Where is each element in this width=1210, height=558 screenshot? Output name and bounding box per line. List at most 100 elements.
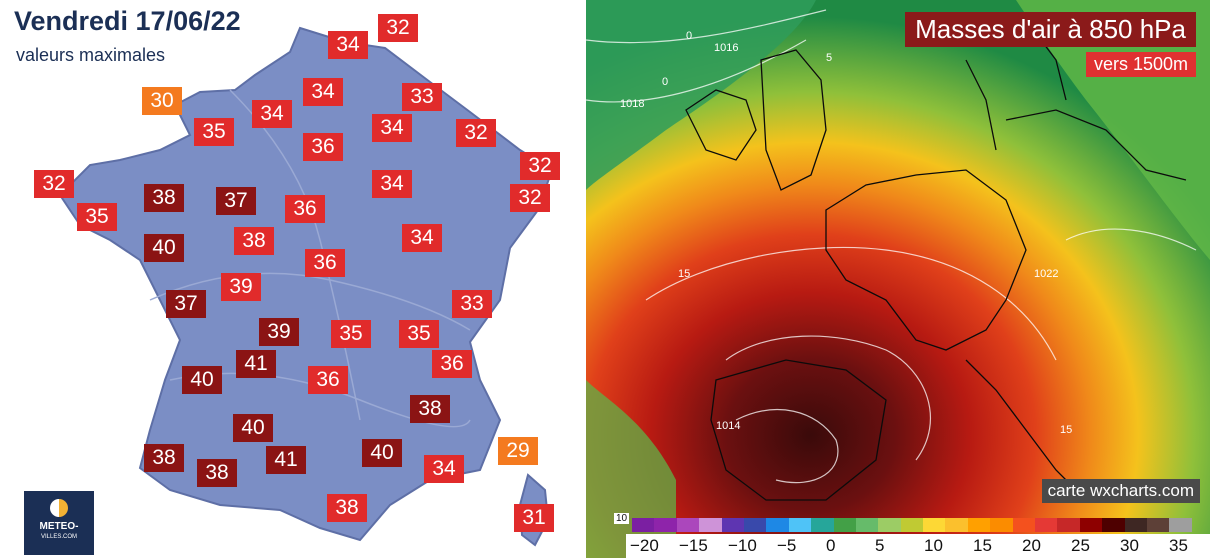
temperature-label: 35 (194, 118, 234, 146)
temperature-label: 40 (144, 234, 184, 262)
scale-swatch (788, 518, 812, 532)
scale-swatch (1012, 518, 1036, 532)
temperature-label: 38 (410, 395, 450, 423)
scale-start-label: 10 (614, 513, 630, 524)
temperature-label: 38 (197, 459, 237, 487)
temperature-label: 32 (456, 119, 496, 147)
map-date-title: Vendredi 17/06/22 (14, 6, 241, 36)
scale-tick-label: 10 (924, 536, 943, 555)
scale-tick-label: 20 (1022, 536, 1041, 555)
scale-swatch (855, 518, 879, 532)
logo-text-2: VILLES.COM (40, 534, 77, 540)
temperature-label: 34 (372, 170, 412, 198)
scale-swatch (990, 518, 1013, 532)
temperature-label: 40 (233, 414, 273, 442)
meteo-villes-logo: METEO- VILLES.COM (24, 491, 94, 555)
scale-swatch (878, 518, 901, 532)
temperature-label: 32 (520, 152, 560, 180)
scale-swatch (945, 518, 968, 532)
temperature-label: 36 (432, 350, 472, 378)
temperature-label: 38 (144, 444, 184, 472)
temperature-label: 40 (362, 439, 402, 467)
contour-label: 1022 (1034, 268, 1059, 280)
scale-swatch (1102, 518, 1125, 532)
contour-label: 1016 (714, 42, 739, 54)
scale-swatch (923, 518, 946, 532)
contour-label: 15 (1060, 424, 1073, 436)
map-credit: carte wxcharts.com (1041, 479, 1200, 503)
scale-swatch (1169, 518, 1192, 532)
scale-swatch (632, 518, 655, 532)
temperature-label: 38 (234, 227, 274, 255)
france-shape (58, 26, 554, 547)
temperature-label: 33 (452, 290, 492, 318)
france-temperature-map: Vendredi 17/06/22 valeurs maximales 32 34… (0, 0, 586, 558)
temperature-label: 34 (328, 31, 368, 59)
scale-tick-label: 0 (826, 536, 836, 555)
scale-swatch (833, 518, 856, 532)
temperature-label: 36 (308, 366, 348, 394)
scale-swatch (1057, 518, 1080, 532)
temperature-label: 32 (378, 14, 418, 42)
temperature-label: 30 (142, 87, 182, 115)
temperature-label: 34 (424, 455, 464, 483)
scale-swatch (676, 518, 700, 532)
temperature-label: 39 (221, 273, 261, 301)
scale-swatch (811, 518, 834, 532)
contour-label: 0 (662, 76, 669, 88)
scale-tick-label: 35 (1169, 536, 1188, 555)
airmass-850hpa-map: 0 1016 1018 5 0 15 1022 1014 15 Masses d'air à 8… (586, 0, 1210, 558)
scale-tick-label: −20 (630, 536, 659, 555)
scale-swatch (699, 518, 722, 532)
map-subtitle: valeurs maximales (16, 45, 166, 65)
scale-swatch (967, 518, 991, 532)
scale-swatch (743, 518, 767, 532)
scale-tick-label: 15 (973, 536, 992, 555)
temperature-label: 35 (399, 320, 439, 348)
temperature-label: 36 (305, 249, 345, 277)
temperature-label: 35 (331, 320, 371, 348)
scale-tick-label: 5 (875, 536, 885, 555)
temperature-label: 41 (236, 350, 276, 378)
scale-swatch (766, 518, 789, 532)
temperature-label: 36 (303, 133, 343, 161)
temperature-label: 37 (216, 187, 256, 215)
temperature-label: 32 (510, 184, 550, 212)
scale-swatch (1124, 518, 1147, 532)
temperature-label: 38 (327, 494, 367, 522)
logo-sun-moon-icon (50, 499, 68, 517)
temperature-label: 34 (303, 78, 343, 106)
contour-label: 0 (686, 30, 693, 42)
scale-tick-label: 25 (1071, 536, 1090, 555)
contour-label: 15 (678, 268, 691, 280)
temperature-label: 33 (402, 83, 442, 111)
scale-swatch (721, 518, 744, 532)
temperature-label: 31 (514, 504, 554, 532)
temperature-label: 32 (34, 170, 74, 198)
scale-tick-label: 30 (1120, 536, 1139, 555)
temperature-label: 37 (166, 290, 206, 318)
color-scale-bar (632, 518, 1192, 532)
temperature-label: 40 (182, 366, 222, 394)
contour-label: 5 (826, 52, 833, 64)
contour-label: 1018 (620, 98, 645, 110)
temperature-label: 39 (259, 318, 299, 346)
temperature-label: 38 (144, 184, 184, 212)
scale-swatch (1079, 518, 1103, 532)
scale-swatch (1146, 518, 1170, 532)
color-scale-labels: −20 −15 −10 −5 0 5 10 15 20 25 30 35 (626, 534, 1210, 558)
temperature-label: 36 (285, 195, 325, 223)
scale-tick-label: −15 (679, 536, 708, 555)
scale-swatch (654, 518, 677, 532)
temperature-label: 41 (266, 446, 306, 474)
contour-label: 1014 (716, 420, 741, 432)
temperature-label: 35 (77, 203, 117, 231)
temperature-label: 34 (402, 224, 442, 252)
temperature-label: 34 (372, 114, 412, 142)
airmass-field (586, 0, 1210, 558)
scale-swatch (1035, 518, 1058, 532)
airmass-subtitle: vers 1500m (1085, 52, 1196, 77)
scale-tick-label: −5 (777, 536, 797, 555)
temperature-label: 34 (252, 100, 292, 128)
scale-swatch (900, 518, 924, 532)
